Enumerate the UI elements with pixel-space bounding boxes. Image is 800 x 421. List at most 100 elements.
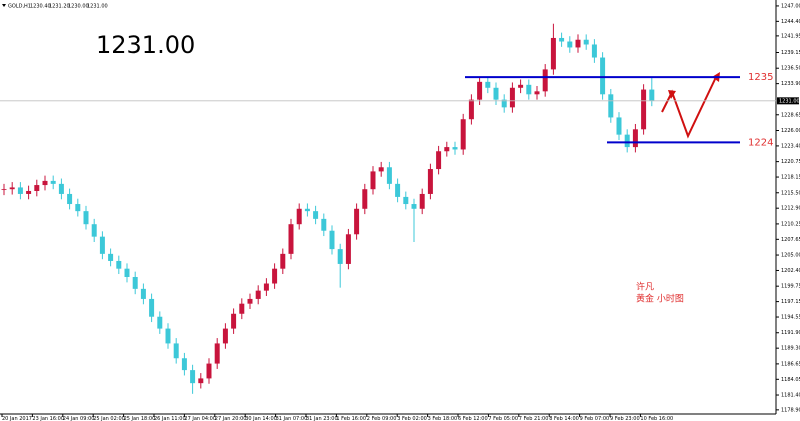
- candle-body: [124, 268, 130, 277]
- menu-triangle[interactable]: [2, 4, 6, 7]
- candle-body: [345, 234, 351, 264]
- header-value: 1231.00: [87, 4, 108, 10]
- x-tick-label: 25 Jan 18:00: [124, 416, 156, 421]
- y-tick-label: 1226.00: [781, 128, 800, 134]
- candle-body: [518, 84, 524, 88]
- candle-body: [173, 343, 179, 359]
- arrow-head: [668, 90, 676, 99]
- y-tick-label: 1202.40: [781, 268, 800, 274]
- y-tick-label: 1228.65: [781, 112, 800, 118]
- candle-body: [198, 378, 204, 384]
- y-tick-label: 1215.50: [781, 190, 800, 196]
- candle-body: [190, 370, 196, 384]
- candle-body: [132, 276, 138, 289]
- candle-body: [91, 224, 97, 237]
- candle-body: [288, 224, 294, 254]
- y-tick-label: 1199.75: [781, 284, 800, 290]
- candle-body: [99, 236, 105, 254]
- candle-body: [321, 218, 327, 231]
- candle-body: [501, 99, 507, 108]
- candle-body: [460, 119, 466, 150]
- candle-body: [419, 193, 425, 209]
- x-tick-label: 20 Jan 2017: [2, 416, 32, 421]
- x-tick-label: 30 Jan 14:00: [245, 416, 277, 421]
- y-tick-label: 1191.90: [781, 330, 800, 336]
- x-tick-label: 8 Feb 14:00: [549, 416, 579, 421]
- candle-body: [67, 193, 73, 205]
- candle-body: [329, 230, 335, 250]
- candle-body: [280, 253, 286, 269]
- candle-body: [214, 343, 220, 364]
- candle-body: [427, 169, 433, 194]
- candle-body: [337, 249, 343, 264]
- candle-body: [263, 283, 269, 291]
- y-tick-label: 1184.05: [781, 377, 800, 383]
- candle-body: [17, 187, 23, 194]
- candle-body: [157, 316, 163, 329]
- candle-body: [140, 288, 146, 299]
- candle-body: [26, 190, 32, 194]
- y-tick-label: 1197.15: [781, 299, 800, 305]
- y-tick-label: 1186.65: [781, 361, 800, 367]
- candle-body: [58, 183, 64, 194]
- y-tick-label: 1220.75: [781, 159, 800, 165]
- candle-body: [649, 89, 655, 101]
- x-tick-label: 7 Feb 05:00: [488, 416, 518, 421]
- candle-body: [354, 208, 360, 235]
- candle-body: [272, 268, 278, 284]
- candle-body: [403, 196, 409, 205]
- x-tick-label: 10 Feb 16:00: [640, 416, 673, 421]
- level-label: 1224: [748, 137, 773, 148]
- y-tick-label: 1181.40: [781, 393, 800, 399]
- candle-body: [378, 167, 384, 172]
- y-tick-label: 1210.25: [781, 221, 800, 227]
- candle-body: [509, 87, 515, 108]
- candle-body: [50, 180, 56, 184]
- plot: [1, 23, 655, 394]
- y-tick-label: 1189.30: [781, 346, 800, 352]
- candle-body: [526, 84, 532, 95]
- x-tick-label: 9 Feb 07:00: [580, 416, 610, 421]
- candle-body: [567, 41, 573, 48]
- candle-body: [362, 189, 368, 209]
- symbol: GOLD,H1: [8, 4, 31, 10]
- y-tick-label: 1233.90: [781, 81, 800, 87]
- candle-body: [108, 253, 114, 261]
- y-tick-label: 1241.95: [781, 33, 800, 39]
- candle-body: [239, 303, 245, 314]
- candle-body: [1, 189, 7, 191]
- candle-body: [575, 39, 581, 48]
- current-price-label: 1231.00: [779, 98, 800, 104]
- y-tick-label: 1236.50: [781, 66, 800, 72]
- y-tick-label: 1223.40: [781, 143, 800, 149]
- header-value: 1230.00: [68, 4, 89, 10]
- candle-body: [222, 328, 228, 344]
- header-value: 1231.20: [49, 4, 70, 10]
- author: 许凡: [636, 281, 654, 293]
- candle-body: [386, 167, 392, 184]
- candle-body: [395, 183, 401, 197]
- forecast-arrow: [661, 74, 718, 139]
- big-price: 1231.00: [96, 31, 195, 59]
- candle-body: [181, 358, 187, 371]
- candle-body: [116, 260, 122, 269]
- x-tick-label: 3 Feb 02:00: [397, 416, 427, 421]
- candle-body: [616, 117, 622, 135]
- candle-body: [550, 37, 556, 70]
- x-tick-label: 6 Feb 12:00: [458, 416, 488, 421]
- candle-body: [624, 134, 630, 148]
- x-tick-label: 26 Jan 11:00: [154, 416, 186, 421]
- candle-body: [9, 187, 15, 190]
- y-tick-label: 1207.65: [781, 237, 800, 243]
- x-tick-label: 23 Jan 16:00: [32, 416, 64, 421]
- candle-body: [149, 298, 155, 317]
- y-tick-label: 1212.90: [781, 206, 800, 212]
- candle-body: [304, 208, 310, 212]
- x-tick-label: 9 Feb 23:00: [610, 416, 640, 421]
- x-tick-label: 31 Jan 23:00: [306, 416, 338, 421]
- candle-body: [296, 208, 302, 225]
- y-tick-label: 1194.55: [781, 315, 800, 321]
- candle-body: [206, 363, 212, 379]
- x-tick-label: 3 Feb 18:00: [428, 416, 458, 421]
